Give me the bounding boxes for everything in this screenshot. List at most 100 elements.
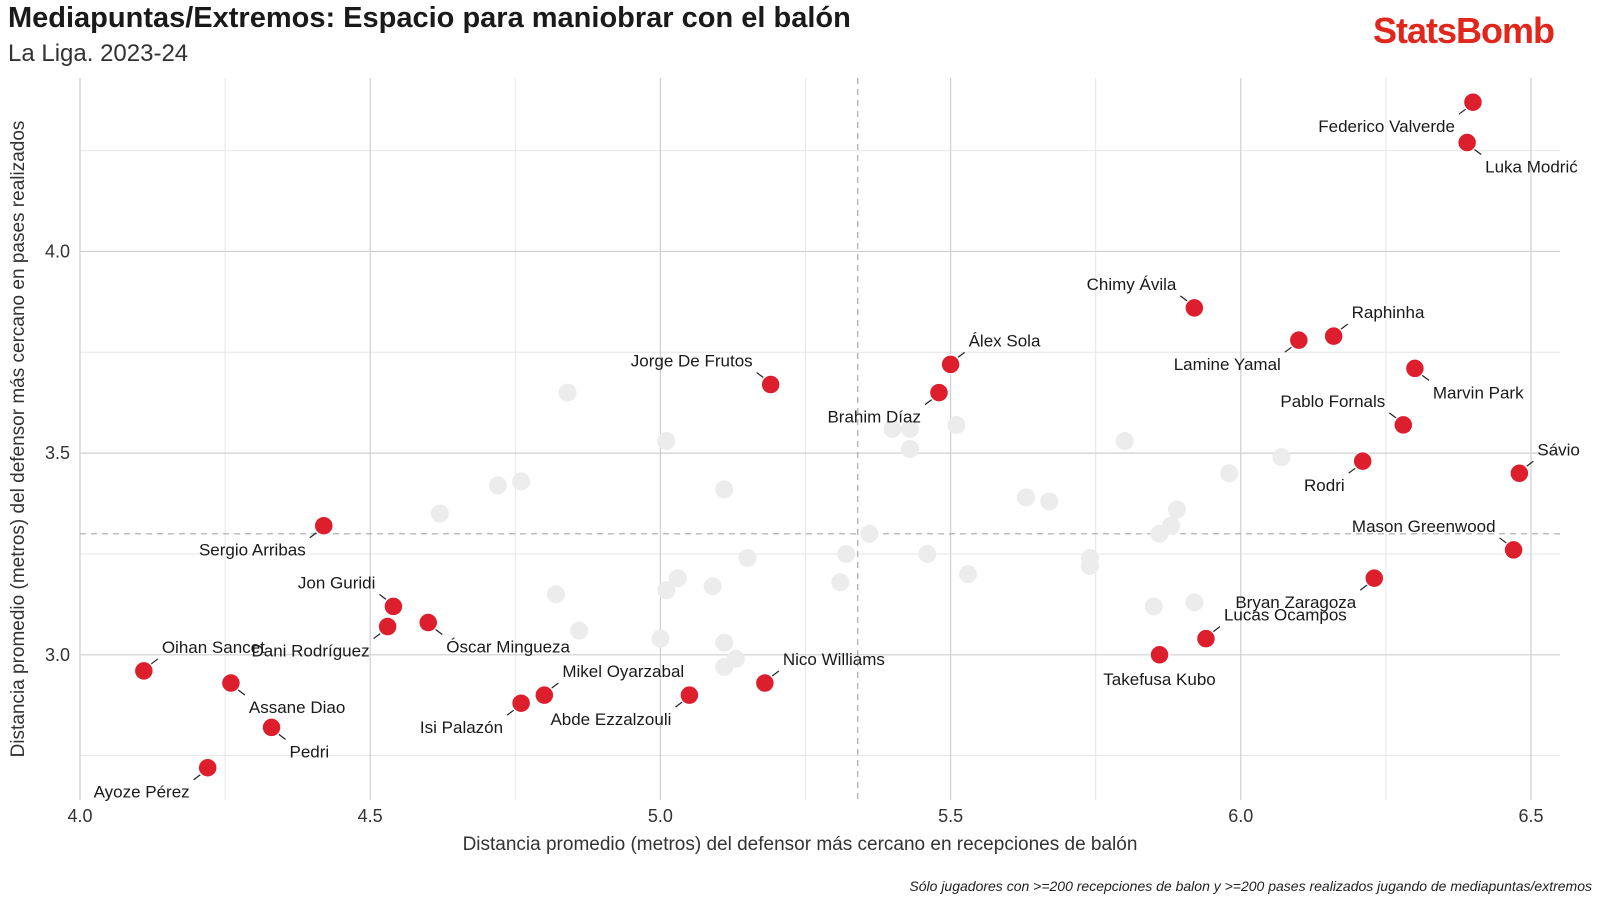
background-point <box>959 565 977 584</box>
player-point <box>220 672 242 694</box>
player-point <box>1462 91 1484 113</box>
x-axis-label: Distancia promedio (metros) del defensor… <box>463 834 1138 855</box>
player-label: Óscar Mingueza <box>446 638 570 657</box>
background-point <box>900 440 919 459</box>
background-point <box>1017 488 1036 507</box>
background-point <box>558 383 577 402</box>
player-label: Pedri <box>290 742 330 761</box>
background-point <box>651 629 670 648</box>
background-point <box>703 577 722 596</box>
background-point <box>546 585 565 604</box>
player-point <box>1364 567 1385 589</box>
background-point <box>738 548 757 567</box>
background-point <box>1272 448 1291 467</box>
player-label: Isi Palazón <box>420 718 503 737</box>
player-label: Sávio <box>1537 440 1580 459</box>
player-label: Ayoze Pérez <box>94 783 190 802</box>
background-point <box>1144 597 1163 616</box>
x-tick-label: 6.5 <box>1518 806 1543 826</box>
player-point <box>1195 628 1217 649</box>
player-point <box>1404 358 1426 379</box>
player-point <box>1503 539 1524 561</box>
x-tick-label: 5.5 <box>938 806 963 826</box>
y-axis-label: Distancia promedio (metros) del defensor… <box>8 121 29 758</box>
player-point <box>377 616 398 637</box>
background-point <box>831 573 850 592</box>
player-point <box>534 684 555 706</box>
player-label: Assane Diao <box>249 698 345 717</box>
background-point <box>1115 432 1134 451</box>
chart-title: Mediapuntas/Extremos: Espacio para manio… <box>8 2 851 34</box>
background-point <box>1220 464 1239 483</box>
background-point <box>1080 557 1099 576</box>
player-point <box>760 374 781 395</box>
player-label: Chimy Ávila <box>1087 275 1177 294</box>
background-point <box>1185 593 1204 612</box>
player-point <box>261 717 282 738</box>
background-point <box>570 621 589 640</box>
player-point <box>383 596 404 617</box>
player-label: Pablo Fornals <box>1280 392 1385 411</box>
background-point <box>668 569 687 588</box>
player-point <box>754 672 776 694</box>
player-label: Oihan Sancet <box>162 638 265 657</box>
player-label: Jorge De Frutos <box>631 352 753 371</box>
y-tick-label: 3.5 <box>45 443 70 463</box>
background-point <box>715 480 734 499</box>
background-point <box>512 472 531 491</box>
background-point <box>860 524 879 543</box>
player-label: Rodri <box>1304 476 1345 495</box>
player-point <box>133 660 155 682</box>
player-label: Luka Modrić <box>1485 158 1578 177</box>
background-point <box>918 544 937 563</box>
x-tick-label: 4.0 <box>67 806 92 826</box>
player-label: Brahim Díaz <box>827 408 921 427</box>
player-point <box>1288 329 1310 351</box>
player-point <box>417 612 439 633</box>
player-point <box>1393 414 1414 436</box>
grid-lines <box>79 78 1560 800</box>
x-tick-label: 5.0 <box>648 806 673 826</box>
player-label: Álex Sola <box>969 331 1041 350</box>
background-point <box>1040 492 1059 511</box>
player-label: Sergio Arribas <box>199 541 306 560</box>
player-point <box>1323 325 1344 347</box>
x-tick-label: 4.5 <box>358 806 383 826</box>
highlighted-points <box>133 91 1530 778</box>
player-point <box>1456 132 1478 153</box>
background-point <box>837 544 856 563</box>
player-point <box>197 757 218 778</box>
player-label: Bryan Zaragoza <box>1235 593 1356 612</box>
background-points <box>430 383 1291 676</box>
axes: 4.0 4.5 5.0 5.5 6.0 6.5 3.0 3.5 4.0 Distancia pro… <box>8 121 1543 855</box>
footnote: Sólo jugadores con >=200 recepciones de … <box>909 878 1592 894</box>
player-label: Nico Williams <box>783 650 885 669</box>
player-label: Mason Greenwood <box>1352 517 1496 536</box>
background-point <box>715 657 734 676</box>
x-tick-label: 6.0 <box>1228 806 1253 826</box>
reference-lines <box>80 78 1560 800</box>
player-label: Marvin Park <box>1433 383 1524 402</box>
player-point <box>1509 463 1530 484</box>
player-point <box>940 354 961 375</box>
background-point <box>715 633 734 652</box>
player-point <box>313 515 335 536</box>
player-label: Dani Rodríguez <box>251 642 369 661</box>
player-labels: Federico Valverde Luka Modrić Chimy Ávila R… <box>94 117 1580 802</box>
label-leader-lines <box>149 107 1534 781</box>
player-point <box>1184 297 1205 319</box>
player-label: Mikel Oyarzabal <box>562 662 684 681</box>
player-label: Jon Guridi <box>298 573 375 592</box>
background-point <box>430 504 449 523</box>
background-point <box>947 415 966 434</box>
statsbomb-logo: StatsBomb <box>1372 10 1555 51</box>
background-point <box>657 432 676 451</box>
background-point <box>1162 516 1181 535</box>
y-tick-label: 4.0 <box>45 241 70 261</box>
player-point <box>1149 644 1170 666</box>
player-point <box>510 692 532 714</box>
player-label: Federico Valverde <box>1318 117 1455 136</box>
player-label: Lamine Yamal <box>1174 355 1281 374</box>
background-point <box>657 581 676 600</box>
